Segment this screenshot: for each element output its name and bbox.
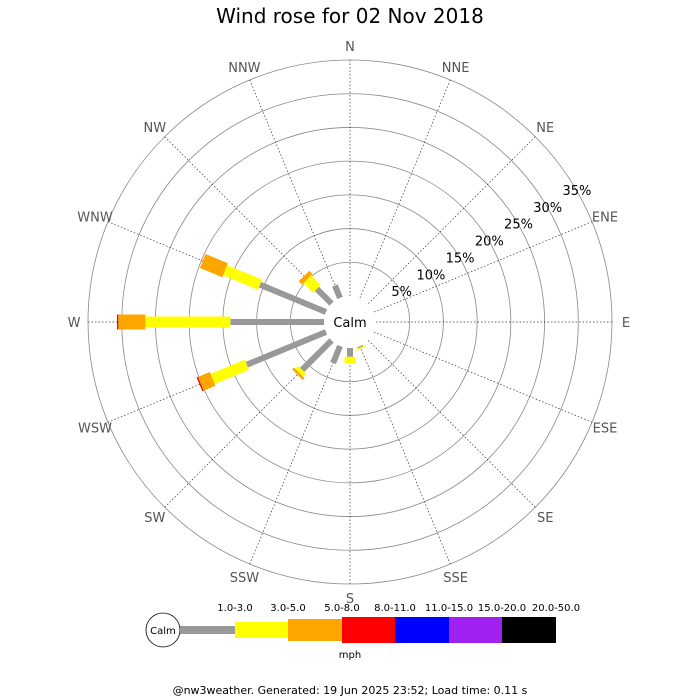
footer-text: @nw3weather. Generated: 19 Jun 2025 23:5…	[172, 684, 528, 697]
calm-center: Calm	[324, 296, 376, 348]
polar-grid	[87, 59, 613, 585]
direction-label-w: W	[68, 316, 81, 331]
bar-sw-bin-2	[295, 366, 306, 377]
direction-label-ese: ESE	[593, 422, 618, 437]
legend-label-4: 8.0-11.0	[374, 603, 416, 614]
direction-label-ene: ENE	[592, 210, 618, 225]
direction-label-wsw: WSW	[78, 422, 112, 437]
spoke-se	[368, 340, 536, 508]
bar-nw-bin-2	[303, 275, 321, 293]
bar-sw-bin-1	[299, 338, 334, 373]
direction-labels: N NNE NE ENE E ESE SE SSE S SSW SW WSW W WNW NW NNW	[68, 40, 631, 607]
ring-label-1: 5%	[391, 285, 412, 300]
direction-label-nw: NW	[144, 121, 167, 136]
legend-calm-label: Calm	[150, 626, 176, 637]
bar-sw-bin-3	[292, 367, 305, 380]
spoke-ne	[368, 136, 536, 304]
legend-label-6: 15.0-20.0	[478, 603, 526, 614]
direction-label-e: E	[622, 316, 630, 331]
bar-w-bin-1	[230, 319, 324, 325]
legend-label-2: 3.0-5.0	[270, 603, 305, 614]
direction-label-s: S	[346, 592, 354, 607]
legend-label-3: 5.0-8.0	[324, 603, 359, 614]
bar-sse-bin-1	[357, 344, 364, 349]
bar-s-bin-1	[347, 348, 353, 357]
ring-label-4: 20%	[475, 235, 504, 250]
bar-w-bin-4	[117, 314, 119, 330]
legend-swatch-1	[180, 626, 235, 634]
chart-title: Wind rose for 02 Nov 2018	[216, 4, 484, 28]
bar-w-bin-2	[145, 316, 231, 328]
calm-label: Calm	[333, 316, 366, 331]
bar-w-bin-3	[118, 314, 146, 330]
spoke-nne	[359, 79, 451, 299]
spoke-nnw	[249, 79, 341, 299]
bar-s-bin-2	[344, 356, 356, 364]
bar-wsw-bin-3	[197, 372, 216, 391]
legend-label-7: 20.0-50.0	[532, 603, 580, 614]
speed-legend: Calm 1.0-3.0 3.0-5.0 5.0-8.0 8.0-11.0 11.0-15…	[145, 603, 580, 661]
spoke-nw	[164, 136, 332, 304]
direction-label-n: N	[345, 40, 355, 55]
bar-wsw-bin-4	[196, 376, 204, 392]
direction-label-sw: SW	[144, 511, 165, 526]
legend-swatch-6	[449, 617, 502, 643]
ring-labels: 5% 10%15%20%25%30%35%	[391, 184, 591, 300]
legend-swatch-5	[395, 617, 449, 643]
bar-sse-bin-2	[355, 345, 367, 351]
spoke-sse	[359, 345, 451, 565]
bar-nw-bin-3	[298, 270, 313, 285]
ring-label-5: 25%	[504, 218, 533, 233]
bar-wnw-bin-2	[223, 265, 263, 290]
direction-label-se: SE	[537, 511, 553, 526]
spoke-ssw	[249, 345, 341, 565]
bar-wsw-bin-1	[245, 329, 328, 368]
legend-swatch-3	[288, 619, 342, 641]
ring-label-3: 15%	[446, 251, 475, 266]
direction-label-ne: NE	[536, 121, 554, 136]
wind-bars	[117, 254, 367, 392]
direction-label-wnw: WNW	[77, 210, 113, 225]
calm-circle	[324, 296, 376, 348]
direction-label-ssw: SSW	[230, 571, 260, 586]
legend-unit: mph	[339, 650, 361, 661]
bar-ssw-bin-1	[330, 344, 343, 364]
spoke-ese	[373, 331, 593, 423]
ring-label-7: 35%	[562, 184, 591, 199]
legend-label-1: 1.0-3.0	[217, 603, 252, 614]
ring-label-2: 10%	[416, 268, 445, 283]
bar-wsw-bin-2	[210, 359, 249, 384]
legend-label-5: 11.0-15.0	[425, 603, 473, 614]
bar-nnw-bin-1	[332, 284, 343, 300]
direction-label-nne: NNE	[442, 61, 470, 76]
legend-swatch-2	[235, 622, 288, 638]
legend-swatch-7	[502, 617, 556, 643]
bar-wnw-bin-3	[199, 254, 228, 278]
spoke-ene	[373, 221, 593, 313]
legend-swatch-4	[342, 617, 395, 643]
bar-nw-bin-1	[314, 286, 334, 306]
ring-label-6: 30%	[533, 201, 562, 216]
bar-wnw-bin-1	[258, 281, 328, 315]
direction-label-nnw: NNW	[228, 61, 260, 76]
direction-label-sse: SSE	[443, 571, 468, 586]
